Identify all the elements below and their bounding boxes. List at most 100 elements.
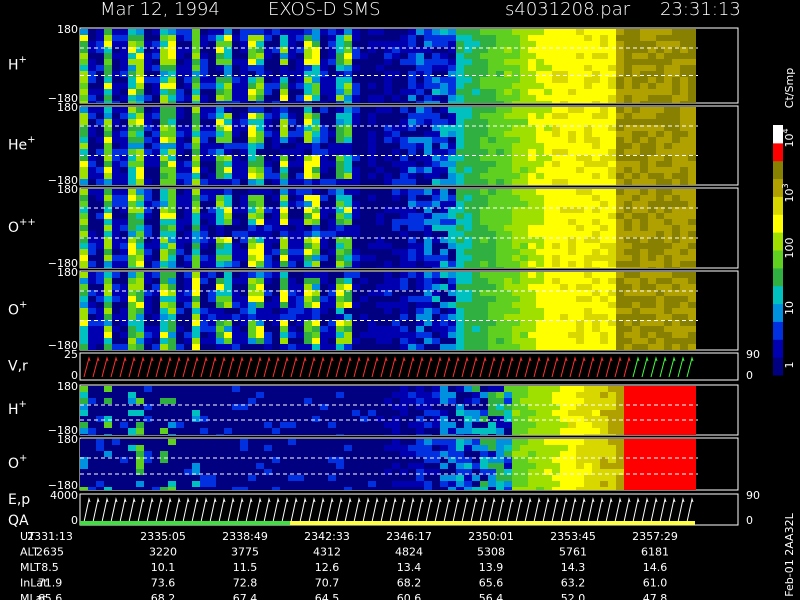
spectrogram-cell xyxy=(368,167,376,173)
spectrogram-cell xyxy=(424,119,432,125)
spectrogram-cell xyxy=(680,422,688,428)
spectrogram-cell xyxy=(680,119,688,125)
spectrogram-cell xyxy=(344,59,352,65)
spectrogram-cell xyxy=(544,89,552,95)
spectrogram-cell xyxy=(96,89,104,95)
spectrogram-cell xyxy=(104,344,112,350)
spectrogram-cell xyxy=(608,219,616,225)
spectrogram-cell xyxy=(272,125,280,131)
spectrogram-cell xyxy=(376,155,384,161)
spectrogram-cell xyxy=(592,314,600,320)
spectrogram-cell xyxy=(512,143,520,149)
spectrogram-cell xyxy=(504,173,512,179)
spectrogram-cell xyxy=(368,338,376,344)
spectrogram-cell xyxy=(152,296,160,302)
spectrogram-cell xyxy=(232,89,240,95)
spectrogram-cell xyxy=(176,296,184,302)
spectrogram-cell xyxy=(592,71,600,77)
spectrogram-cell xyxy=(152,434,160,435)
spectrogram-cell xyxy=(144,469,152,475)
spectrogram-cell xyxy=(472,237,480,243)
spectrogram-cell xyxy=(576,302,584,308)
spectrogram-cell xyxy=(552,77,560,83)
spectrogram-cell xyxy=(680,314,688,320)
spectrogram-cell xyxy=(80,201,88,207)
spectrogram-cell xyxy=(632,53,640,59)
spectrogram-cell xyxy=(496,149,504,155)
spectrogram-cell xyxy=(416,119,424,125)
spectrogram-cell xyxy=(296,107,304,113)
spectrogram-cell xyxy=(640,422,648,428)
spectrogram-cell xyxy=(672,302,680,308)
spectrogram-cell xyxy=(384,410,392,416)
spectrogram-cell xyxy=(184,410,192,416)
date: Mar 12, 1994 xyxy=(100,0,220,20)
spectrogram-cell xyxy=(376,161,384,167)
sweep-mark xyxy=(317,356,325,378)
spectrogram-cell xyxy=(616,29,624,35)
spectrogram-cell xyxy=(216,261,224,267)
spectrogram-cell xyxy=(88,481,96,487)
spectrogram-cell xyxy=(160,272,168,278)
spectrogram-cell xyxy=(640,255,648,261)
sweep-mark xyxy=(578,356,586,378)
spectrogram-cell xyxy=(272,344,280,350)
spectrogram-cell xyxy=(512,237,520,243)
spectrogram-cell xyxy=(664,302,672,308)
spectrogram-cell xyxy=(640,195,648,201)
spectrogram-cell xyxy=(424,416,432,422)
spectrogram-cell xyxy=(408,173,416,179)
spectrogram-cell xyxy=(552,41,560,47)
spectrogram-cell xyxy=(456,83,464,89)
spectrogram-cell xyxy=(320,398,328,404)
spectrogram-cell xyxy=(488,255,496,261)
spectrogram-cell xyxy=(96,237,104,243)
spectrogram-cell xyxy=(472,284,480,290)
spectrogram-cell xyxy=(440,314,448,320)
spectrogram-cell xyxy=(560,167,568,173)
spectrogram-cell xyxy=(280,314,288,320)
spectrogram-cell xyxy=(600,386,608,392)
spectrogram-cell xyxy=(304,302,312,308)
spectrogram-cell xyxy=(192,231,200,237)
spectrogram-cell xyxy=(480,332,488,338)
spectrogram-cell xyxy=(224,161,232,167)
spectrogram-cell xyxy=(160,463,168,469)
spectrogram-cell xyxy=(464,207,472,213)
spectrogram-cell xyxy=(512,167,520,173)
spectrogram-cell xyxy=(152,428,160,434)
spectrogram-cell xyxy=(584,410,592,416)
spectrogram-cell xyxy=(592,261,600,267)
spectrogram-cell xyxy=(520,314,528,320)
label-text: V,r xyxy=(8,359,28,375)
spectrogram-cell xyxy=(280,386,288,392)
spectrogram-cell xyxy=(248,53,256,59)
spectrogram-cell xyxy=(280,201,288,207)
spectrogram-cell xyxy=(272,332,280,338)
spectrogram-cell xyxy=(592,249,600,255)
spectrogram-cell xyxy=(312,137,320,143)
spectrogram-cell xyxy=(200,29,208,35)
spectrogram-cell xyxy=(336,155,344,161)
spectrogram-cell xyxy=(304,308,312,314)
spectrogram-cell xyxy=(536,155,544,161)
spectrogram-cell xyxy=(576,231,584,237)
spectrogram-cell xyxy=(248,131,256,137)
spectrogram-cell xyxy=(672,428,680,434)
spectrogram-cell xyxy=(104,207,112,213)
spectrogram-cell xyxy=(240,416,248,422)
spectrogram-cell xyxy=(344,249,352,255)
spectrogram-cell xyxy=(256,338,264,344)
spectrogram-cell xyxy=(112,439,120,445)
spectrogram-cell xyxy=(560,290,568,296)
spectrogram-cell xyxy=(416,83,424,89)
spectrogram-cell xyxy=(144,398,152,404)
spectrogram-cell xyxy=(144,249,152,255)
spectrogram-cell xyxy=(616,249,624,255)
spectrogram-cell xyxy=(192,59,200,65)
spectrogram-cell xyxy=(608,225,616,231)
spectrogram-cell xyxy=(112,267,120,268)
spectrogram-cell xyxy=(472,332,480,338)
spectrogram-cell xyxy=(376,173,384,179)
spectrogram-cell xyxy=(80,249,88,255)
